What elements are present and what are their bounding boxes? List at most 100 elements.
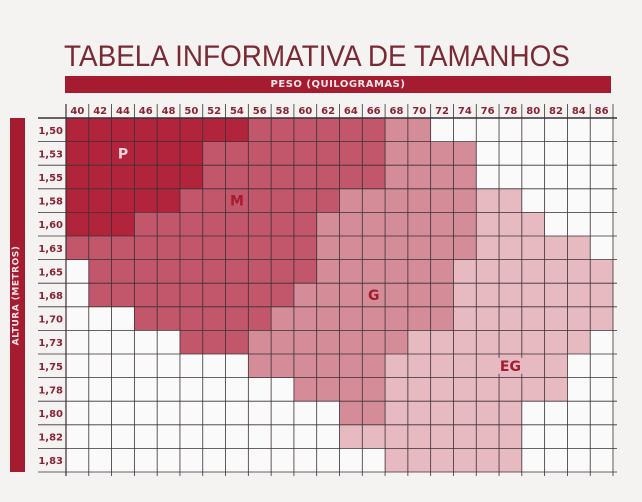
heatmap-cell — [544, 188, 568, 213]
heatmap-cell — [88, 306, 112, 331]
heatmap-cell — [362, 165, 386, 189]
heatmap-cell — [430, 141, 454, 166]
heatmap-cell — [407, 188, 431, 213]
heatmap-cell — [271, 283, 294, 307]
heatmap-cell — [202, 188, 226, 213]
heatmap-cell — [271, 377, 294, 402]
heatmap-cell — [88, 401, 112, 425]
y-axis-label-bar: ALTURA (METROS) — [10, 118, 25, 472]
heatmap-cell — [66, 330, 89, 354]
heatmap-cell — [590, 259, 613, 284]
heatmap-cell — [521, 283, 545, 307]
heatmap-cell — [567, 306, 591, 331]
heatmap-cell — [248, 141, 272, 166]
heatmap-cell — [453, 306, 477, 331]
y-tick-label: 1,68 — [38, 291, 63, 302]
heatmap-cell — [453, 165, 477, 189]
heatmap-cell — [202, 259, 226, 284]
heatmap-cell — [179, 236, 203, 260]
heatmap-cell — [179, 377, 203, 402]
heatmap-cell — [248, 306, 272, 331]
heatmap-cell — [248, 118, 272, 142]
heatmap-cell — [293, 306, 317, 331]
heatmap-cell — [453, 377, 477, 402]
heatmap-cell — [88, 188, 112, 213]
heatmap-cell — [476, 306, 500, 331]
heatmap-cell — [385, 212, 408, 236]
heatmap-cell — [499, 212, 522, 236]
heatmap-cell — [453, 141, 477, 166]
heatmap-cell — [66, 236, 89, 260]
heatmap-cell — [225, 448, 249, 472]
heatmap-cell — [362, 188, 386, 213]
heatmap-cell — [590, 165, 613, 189]
heatmap-cell — [66, 165, 89, 189]
heatmap-cell — [66, 306, 89, 331]
heatmap-cell — [316, 377, 340, 402]
heatmap-cell — [157, 401, 180, 425]
heatmap-cell — [293, 141, 317, 166]
heatmap-cell — [385, 259, 408, 284]
size-label-eg: EG — [500, 359, 521, 375]
heatmap-cell — [430, 236, 454, 260]
heatmap-cell — [179, 259, 203, 284]
heatmap-cell — [476, 377, 500, 402]
heatmap-cell — [567, 165, 591, 189]
heatmap-cell — [111, 259, 135, 284]
heatmap-cell — [567, 377, 591, 402]
y-tick-label: 1,70 — [38, 315, 63, 326]
heatmap-cell — [179, 354, 203, 378]
heatmap-cell — [476, 188, 500, 213]
heatmap-cell — [362, 354, 386, 378]
y-tick-label: 1,75 — [38, 362, 63, 373]
x-tick-label: 80 — [526, 106, 540, 117]
heatmap-cell — [476, 354, 500, 378]
heatmap-cell — [316, 283, 340, 307]
heatmap-cell — [590, 401, 613, 425]
heatmap-cell — [293, 118, 317, 142]
heatmap-cell — [499, 424, 522, 449]
heatmap-cell — [567, 118, 591, 142]
heatmap-cell — [590, 448, 613, 472]
heatmap-cell — [407, 283, 431, 307]
y-tick-label: 1,83 — [38, 456, 63, 467]
heatmap-cell — [111, 165, 135, 189]
heatmap-cell — [157, 377, 180, 402]
heatmap-cell — [157, 188, 180, 213]
heatmap-cell — [499, 141, 522, 166]
x-tick-label: 60 — [298, 106, 312, 117]
heatmap-cell — [385, 424, 408, 449]
x-tick-label: 86 — [595, 106, 609, 117]
x-tick-label: 52 — [207, 106, 221, 117]
heatmap-cell — [88, 330, 112, 354]
heatmap-cell — [271, 448, 294, 472]
x-tick-label: 40 — [70, 106, 84, 117]
size-label-g: G — [368, 288, 380, 304]
heatmap-cell — [521, 354, 545, 378]
heatmap-cell — [453, 259, 477, 284]
heatmap-cell — [544, 377, 568, 402]
heatmap-cell — [157, 165, 180, 189]
x-tick-label: 74 — [458, 106, 472, 117]
heatmap-cell — [293, 424, 317, 449]
heatmap-cell — [499, 377, 522, 402]
heatmap-cell — [430, 448, 454, 472]
heatmap-cell — [476, 141, 500, 166]
heatmap-cell — [202, 141, 226, 166]
x-axis-label-bar: PESO (QUILOGRAMAS) — [65, 76, 611, 93]
heatmap-cell — [362, 448, 386, 472]
y-tick-label: 1,53 — [38, 149, 63, 160]
heatmap-cell — [362, 212, 386, 236]
heatmap-cell — [225, 283, 249, 307]
x-tick-label: 58 — [276, 106, 290, 117]
heatmap-cell — [134, 330, 158, 354]
heatmap-cell — [339, 212, 363, 236]
heatmap-cell — [476, 283, 500, 307]
heatmap-cell — [385, 165, 408, 189]
heatmap-cell — [293, 283, 317, 307]
heatmap-cell — [590, 236, 613, 260]
heatmap-cell — [316, 141, 340, 166]
heatmap-cell — [88, 141, 112, 166]
heatmap-cell — [225, 330, 249, 354]
heatmap-cell — [111, 118, 135, 142]
